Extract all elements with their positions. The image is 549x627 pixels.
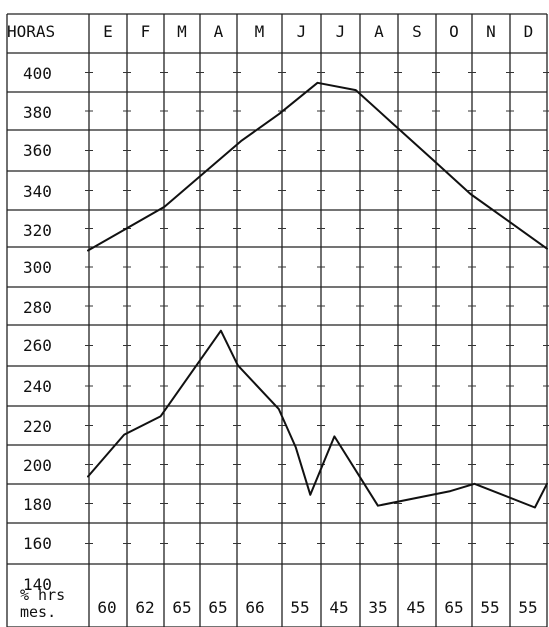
footer-value: 66 — [245, 598, 264, 617]
y-tick-label: 400 — [23, 64, 52, 83]
y-tick-label: 340 — [23, 182, 52, 201]
y-tick-label: 240 — [23, 377, 52, 396]
series-lines — [88, 83, 547, 508]
footer-value: 62 — [135, 598, 154, 617]
month-label: F — [141, 22, 151, 41]
footer-value: 45 — [329, 598, 348, 617]
month-label: A — [214, 22, 224, 41]
footer-value: 45 — [406, 598, 425, 617]
month-label: N — [486, 22, 496, 41]
y-tick-label: 200 — [23, 456, 52, 475]
y-tick-label: 300 — [23, 258, 52, 277]
y-tick-label: 140 — [23, 575, 52, 594]
header-label: HORAS — [7, 22, 55, 41]
month-label: M — [255, 22, 265, 41]
month-label: O — [449, 22, 459, 41]
footer-value: 55 — [480, 598, 499, 617]
footer-value: 60 — [97, 598, 116, 617]
month-label: S — [412, 22, 422, 41]
footer-value: 65 — [172, 598, 191, 617]
footer-value: 55 — [290, 598, 309, 617]
month-label: A — [374, 22, 384, 41]
y-tick-label: 180 — [23, 495, 52, 514]
footer-value: 65 — [444, 598, 463, 617]
y-tick-label: 320 — [23, 221, 52, 240]
y-tick-label: 220 — [23, 417, 52, 436]
series-line-2 — [88, 331, 547, 508]
series-line-1 — [88, 83, 547, 251]
y-tick-label: 280 — [23, 298, 52, 317]
y-tick-label: 380 — [23, 103, 52, 122]
month-label: E — [103, 22, 113, 41]
footer-value: 55 — [518, 598, 537, 617]
footer-value: 65 — [208, 598, 227, 617]
y-tick-label: 160 — [23, 534, 52, 553]
month-label: M — [177, 22, 187, 41]
grid — [7, 14, 549, 627]
month-label: D — [524, 22, 534, 41]
footer-value: 35 — [368, 598, 387, 617]
month-label: J — [336, 22, 346, 41]
month-label: J — [297, 22, 307, 41]
y-tick-label: 360 — [23, 141, 52, 160]
y-tick-label: 260 — [23, 336, 52, 355]
labels: HORAS % hrs mes. E F M A M J J A S O N D40038036034… — [7, 22, 538, 621]
footer-label-line2: mes. — [20, 603, 56, 621]
